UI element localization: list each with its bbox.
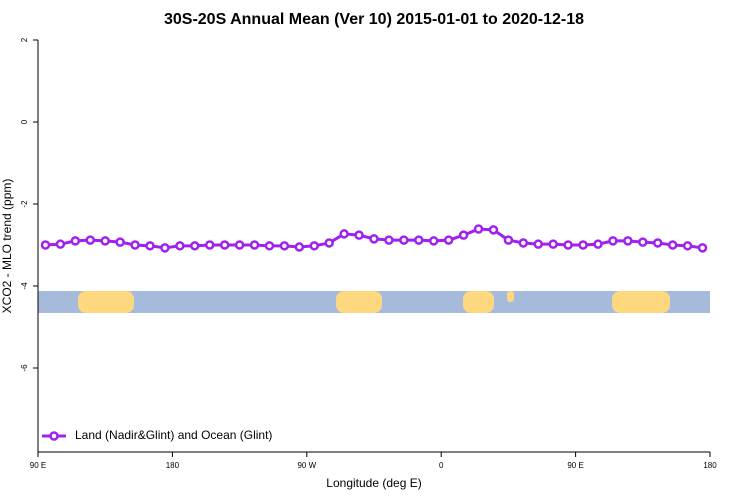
y-axis-label: XCO2 - MLO trend (ppm) <box>0 179 14 314</box>
data-point <box>578 240 588 250</box>
y-tick-label: -4 <box>20 282 29 290</box>
x-tick-label: 0 <box>439 461 444 470</box>
data-point <box>608 236 618 246</box>
data-point <box>399 235 409 245</box>
y-tick-label: 2 <box>20 37 29 42</box>
chart-title: 30S-20S Annual Mean (Ver 10) 2015-01-01 … <box>164 11 584 28</box>
data-point <box>339 229 349 239</box>
x-axis-label: Longitude (deg E) <box>326 476 421 490</box>
data-point <box>324 238 334 248</box>
land-mask <box>38 291 710 313</box>
land-area <box>507 291 514 302</box>
land-area <box>336 291 382 313</box>
data-point <box>85 235 96 245</box>
data-point <box>682 241 693 251</box>
data-point <box>100 236 110 246</box>
data-point <box>249 240 260 250</box>
data-point <box>204 240 215 250</box>
data-point <box>175 241 185 251</box>
data-point <box>458 230 469 240</box>
data-point <box>70 236 81 246</box>
data-point <box>279 241 290 251</box>
data-point <box>667 240 678 250</box>
data-point <box>623 236 633 246</box>
legend-marker <box>49 431 59 441</box>
data-point <box>488 225 499 235</box>
data-point <box>309 241 320 251</box>
data-point <box>384 235 394 245</box>
data-point <box>414 235 424 245</box>
data-point <box>638 237 648 247</box>
data-point <box>145 241 155 251</box>
y-tick-label: -2 <box>20 200 29 208</box>
data-point <box>264 241 275 251</box>
y-tick-label: 0 <box>20 119 29 124</box>
data-point <box>697 243 708 253</box>
data-point <box>115 237 125 247</box>
land-area <box>78 291 134 313</box>
x-tick-label: 90 W <box>297 461 316 470</box>
legend-label: Land (Nadir&Glint) and Ocean (Glint) <box>75 428 272 442</box>
data-point <box>234 240 245 250</box>
data-point <box>563 240 573 250</box>
data-point <box>369 234 379 244</box>
data-point <box>219 240 230 250</box>
x-tick-label: 90 E <box>30 461 46 470</box>
land-area <box>463 291 494 313</box>
data-point <box>40 240 51 250</box>
data-point <box>443 235 454 245</box>
data-point <box>473 224 484 234</box>
data-point <box>55 239 66 249</box>
data-point <box>652 238 663 248</box>
data-point <box>130 240 140 250</box>
y-tick-label: -6 <box>20 364 29 372</box>
data-point <box>294 242 305 252</box>
data-point <box>518 238 529 248</box>
data-point <box>428 236 439 246</box>
data-point <box>354 230 364 240</box>
data-point <box>503 235 514 245</box>
data-point <box>190 241 200 251</box>
data-point <box>593 239 603 249</box>
land-area <box>612 291 670 313</box>
data-point <box>533 239 544 249</box>
x-tick-label: 90 E <box>567 461 583 470</box>
data-point <box>160 243 170 253</box>
x-tick-label: 180 <box>703 461 717 470</box>
data-point <box>548 239 558 249</box>
x-tick-label: 180 <box>166 461 180 470</box>
